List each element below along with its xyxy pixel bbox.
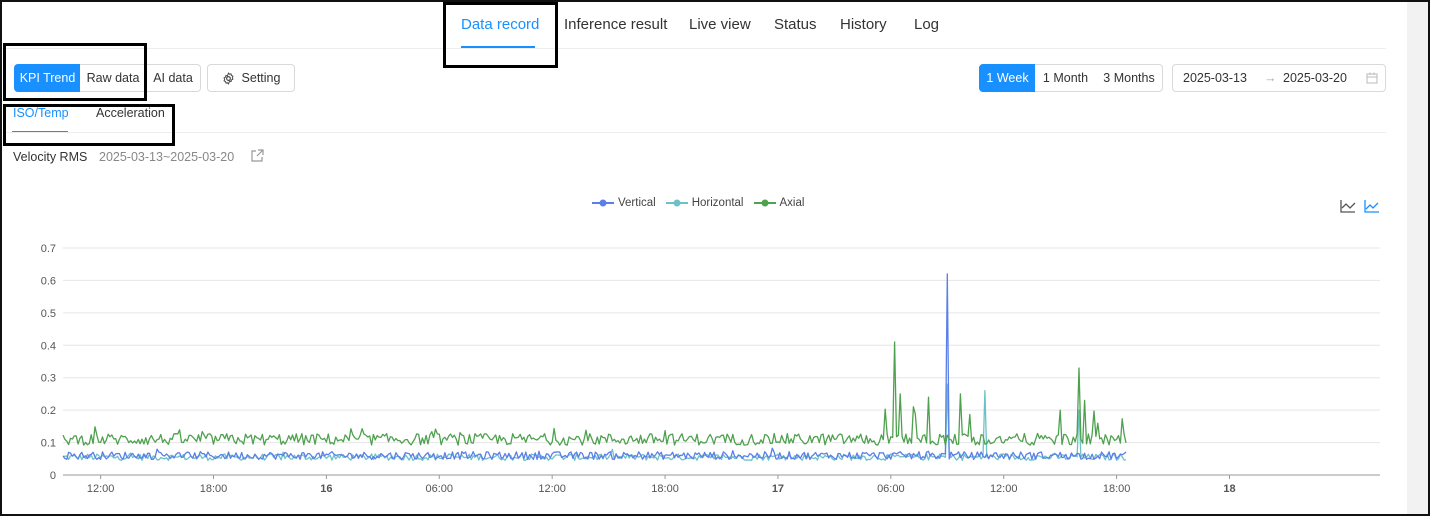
series-line-axial (62, 341, 1127, 446)
legend-axial-swatch (753, 199, 776, 207)
y-tick-label: 0.5 (41, 308, 56, 320)
y-tick-label: 0.4 (41, 340, 56, 352)
highlight-box (443, 2, 558, 68)
x-tick-label: 17 (772, 483, 784, 495)
panel-date-range: 2025-03-13~2025-03-20 (99, 150, 235, 164)
tab-acceleration[interactable]: Acceleration (96, 106, 165, 120)
tab-log[interactable]: Log (914, 16, 940, 33)
y-tick-label: 0.2 (41, 405, 56, 417)
date-start-input[interactable]: 2025-03-13 (1183, 71, 1247, 85)
scrollbar[interactable] (1407, 2, 1428, 514)
y-tick-label: 0.6 (41, 275, 56, 287)
date-separator: → (1264, 71, 1277, 85)
tab-history[interactable]: History (840, 16, 887, 33)
raw-data-button[interactable]: Raw data (80, 64, 147, 92)
x-tick-label: 12:00 (87, 483, 115, 495)
tab-data-record[interactable]: Data record (461, 16, 540, 33)
velocity-rms-chart: 0 0.1 0.2 0.3 0.4 0.5 0.6 0.7 12:00 18:00 16 06:00 1… (41, 243, 1380, 495)
x-tick-label: 18:00 (200, 483, 228, 495)
x-tick-label: 18:00 (1103, 483, 1131, 495)
legend-label: Horizontal (691, 197, 744, 209)
ai-data-button[interactable]: AI data (146, 64, 201, 92)
tab-status[interactable]: Status (774, 16, 817, 33)
x-tick-label: 06:00 (426, 483, 454, 495)
legend-vertical[interactable]: Vertical (592, 197, 656, 209)
x-tick-label: 12:00 (990, 483, 1018, 495)
x-tick-label: 18:00 (651, 483, 679, 495)
series-line-horizontal (62, 383, 1127, 462)
area-chart-icon[interactable] (1363, 198, 1381, 214)
y-tick-label: 0.3 (41, 373, 56, 385)
period-1-month-button[interactable]: 1 Month (1035, 64, 1097, 92)
y-tick-label: 0.1 (41, 438, 56, 450)
panel-title: Velocity RMS (13, 150, 88, 164)
legend-horizontal-swatch (665, 199, 688, 207)
legend-horizontal[interactable]: Horizontal (665, 197, 744, 209)
gear-icon (223, 71, 233, 85)
period-1-week-button[interactable]: 1 Week (979, 64, 1036, 92)
active-tab-indicator (461, 46, 535, 48)
x-tick-label: 18 (1223, 483, 1235, 495)
date-range-picker[interactable]: 2025-03-13 → 2025-03-20 (1172, 64, 1386, 92)
tab-live-view[interactable]: Live view (689, 16, 751, 33)
y-tick-label: 0 (50, 470, 56, 482)
date-end-input[interactable]: 2025-03-20 (1283, 71, 1347, 85)
sub-tab-divider (0, 132, 1386, 133)
calendar-icon (1366, 72, 1378, 84)
nav-divider (0, 48, 1386, 49)
legend-label: Vertical (618, 197, 656, 209)
tab-inference-result[interactable]: Inference result (564, 16, 668, 33)
legend-vertical-swatch (592, 199, 614, 207)
period-3-months-button[interactable]: 3 Months (1096, 64, 1163, 92)
legend-axial[interactable]: Axial (753, 197, 805, 209)
setting-label: Setting (241, 71, 281, 85)
external-link-icon[interactable] (249, 148, 265, 164)
x-tick-label: 16 (320, 483, 332, 495)
x-tick-label: 12:00 (538, 483, 566, 495)
kpi-trend-button[interactable]: KPI Trend (14, 64, 81, 92)
legend-label: Axial (779, 197, 805, 209)
series-line-vertical (62, 273, 1127, 461)
setting-button[interactable]: Setting (207, 64, 295, 92)
x-tick-label: 06:00 (877, 483, 905, 495)
line-chart-icon[interactable] (1339, 198, 1357, 214)
chart-legend: Vertical Horizontal Axial (592, 197, 804, 209)
tab-iso-temp[interactable]: ISO/Temp (13, 106, 69, 120)
y-tick-label: 0.7 (41, 243, 56, 255)
